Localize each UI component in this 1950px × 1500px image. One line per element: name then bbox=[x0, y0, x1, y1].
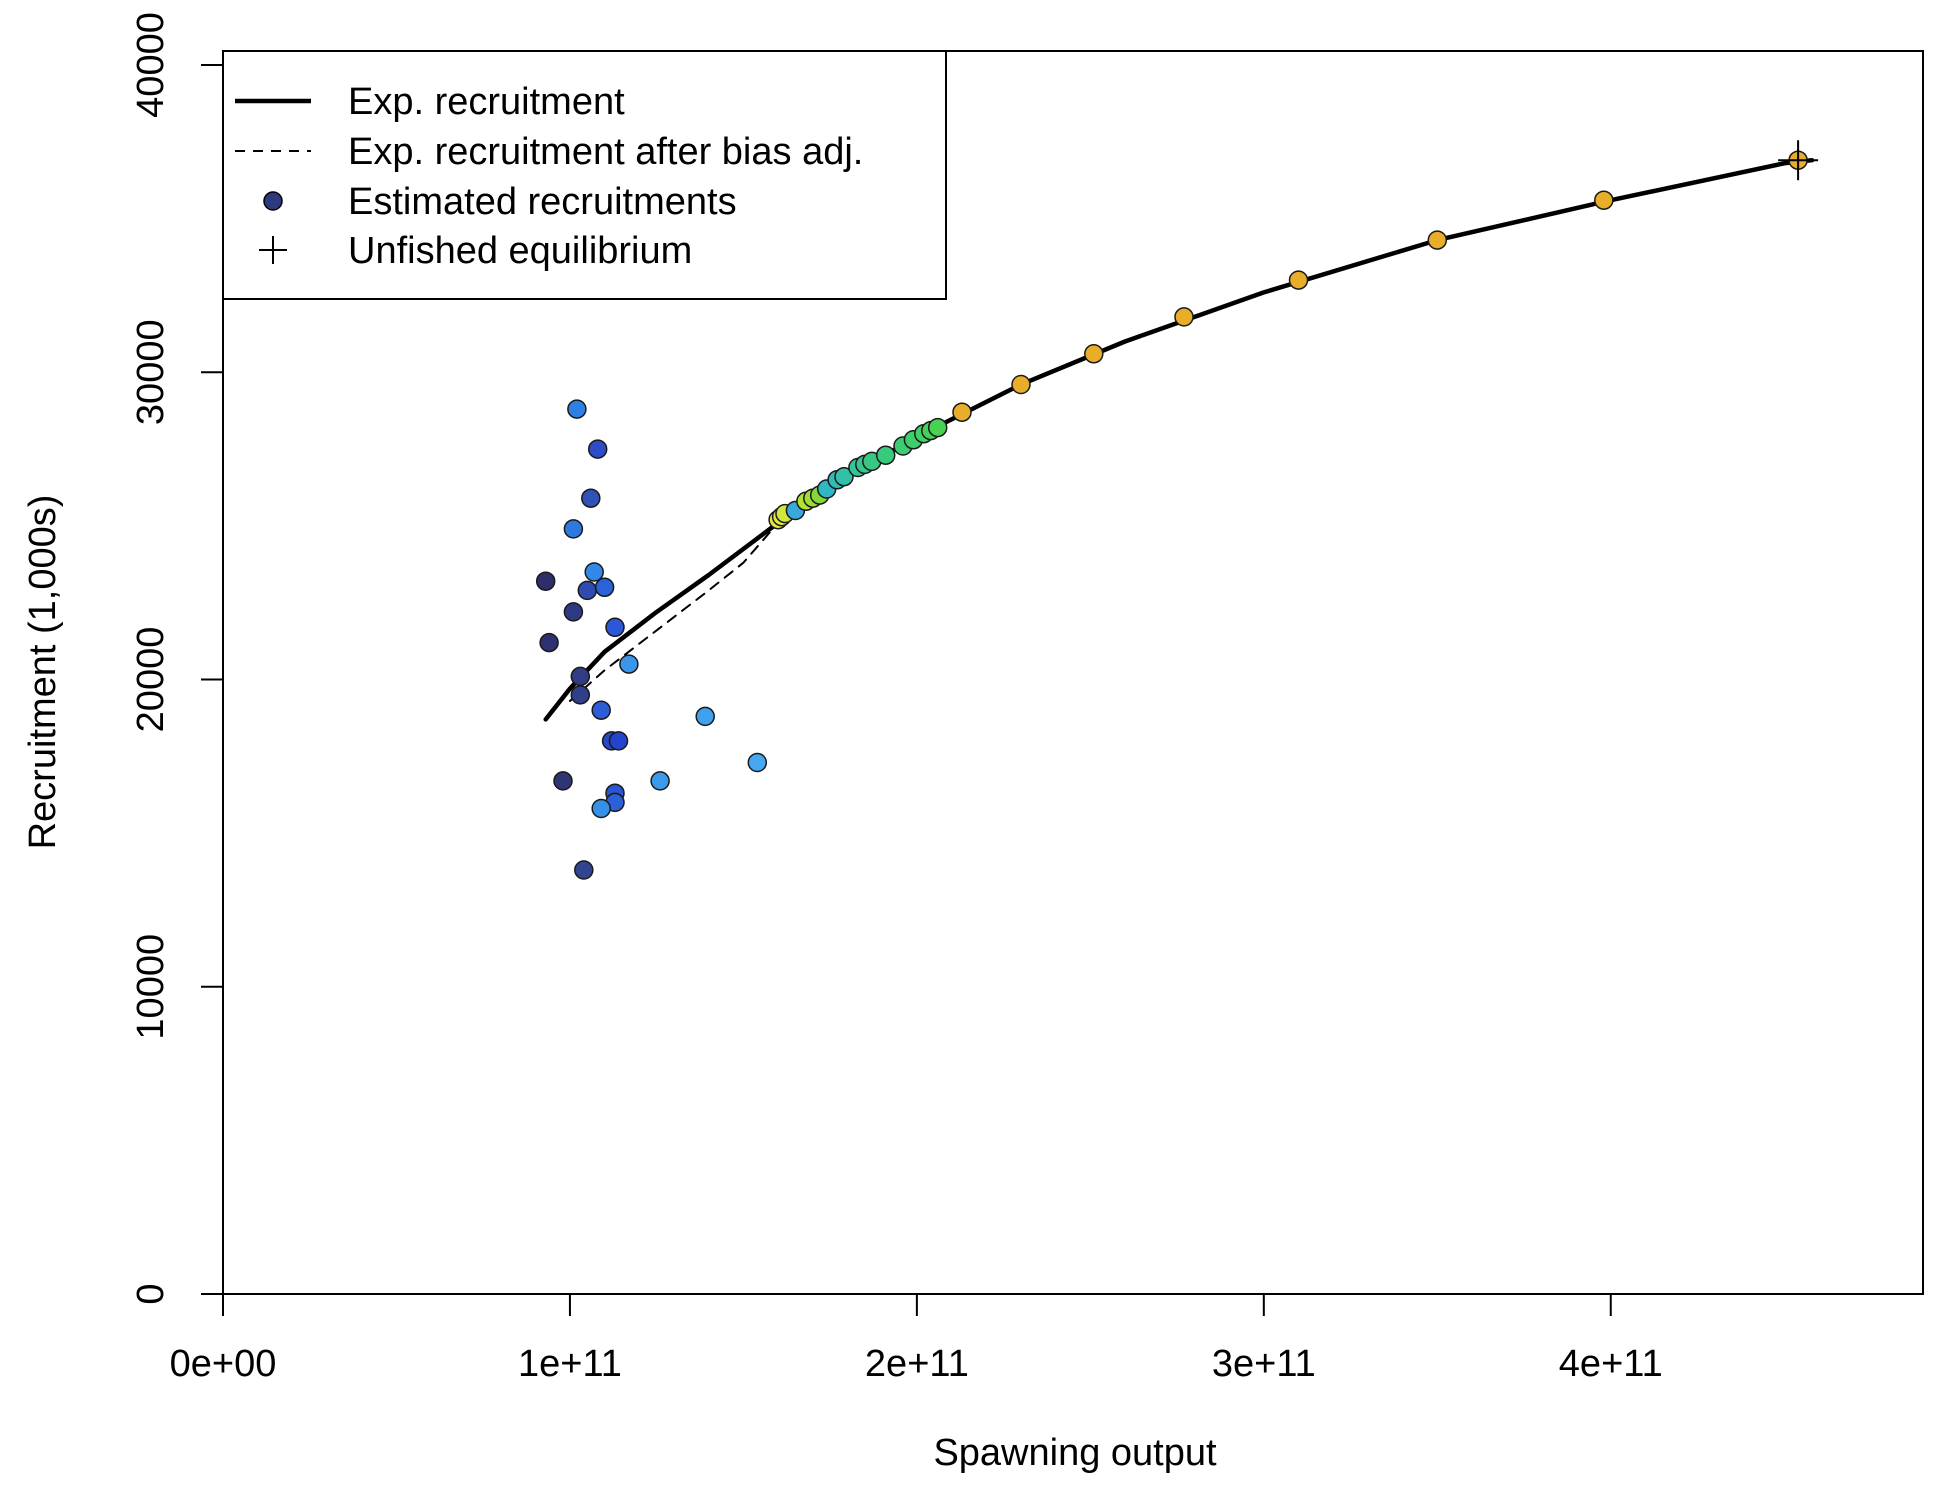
estimated-recruitment-point bbox=[1084, 344, 1104, 364]
legend-entry-label: Unfished equilibrium bbox=[348, 230, 692, 272]
estimated-recruitment-point bbox=[1288, 270, 1309, 290]
y-axis: 0 10000 20000 30000 40000 bbox=[130, 12, 224, 1305]
estimated-recruitment-point bbox=[577, 580, 598, 601]
estimated-recruitment-point bbox=[553, 771, 573, 791]
markers-layer bbox=[1778, 140, 1819, 181]
legend: Exp. recruitment Exp. recruitment after … bbox=[222, 50, 947, 300]
legend-box bbox=[222, 50, 947, 300]
x-tick-label: 3e+11 bbox=[1212, 1343, 1316, 1385]
points-layer bbox=[535, 150, 1808, 880]
estimated-recruitment-point bbox=[594, 577, 615, 598]
estimated-recruitment-point bbox=[570, 685, 591, 705]
x-tick-label: 2e+11 bbox=[865, 1343, 969, 1385]
estimated-recruitment-point bbox=[584, 562, 604, 582]
estimated-recruitment-point bbox=[605, 617, 625, 638]
estimated-recruitment-point bbox=[695, 706, 715, 727]
estimated-recruitment-point bbox=[875, 445, 896, 465]
estimated-recruitment-point bbox=[567, 399, 587, 419]
y-tick-label: 0 bbox=[130, 1283, 172, 1304]
unfished-equilibrium-marker bbox=[1778, 140, 1819, 181]
legend-circle-icon bbox=[263, 191, 283, 211]
legend-entry-label: Exp. recruitment after bias adj. bbox=[348, 131, 863, 173]
x-tick-label: 1e+11 bbox=[518, 1343, 622, 1385]
x-tick-label: 4e+11 bbox=[1559, 1343, 1663, 1385]
estimated-recruitment-point bbox=[608, 731, 629, 751]
estimated-recruitment-point bbox=[650, 771, 670, 791]
estimated-recruitment-point bbox=[927, 417, 948, 438]
estimated-recruitment-point bbox=[1174, 307, 1194, 327]
legend-entry-label: Estimated recruitments bbox=[348, 181, 737, 223]
estimated-recruitment-point bbox=[591, 700, 611, 720]
estimated-recruitment-point bbox=[574, 860, 594, 880]
estimated-recruitment-point bbox=[747, 752, 768, 773]
estimated-recruitment-point bbox=[563, 519, 584, 539]
legend-plus-icon bbox=[259, 236, 287, 264]
y-tick-label: 20000 bbox=[130, 627, 172, 733]
x-axis-label: Spawning output bbox=[933, 1432, 1217, 1474]
estimated-recruitment-point bbox=[1427, 230, 1448, 250]
estimated-recruitment-point bbox=[581, 488, 601, 508]
estimated-recruitment-point bbox=[587, 439, 608, 459]
estimated-recruitment-point bbox=[619, 654, 639, 674]
x-axis: 0e+00 1e+11 2e+11 3e+11 4e+11 bbox=[170, 1293, 1663, 1385]
y-tick-label: 40000 bbox=[130, 12, 172, 118]
y-tick-label: 30000 bbox=[130, 319, 172, 425]
estimated-recruitment-point bbox=[570, 666, 591, 687]
estimated-recruitment-point bbox=[591, 798, 611, 819]
y-axis-label: Recruitment (1,000s) bbox=[22, 495, 64, 850]
y-tick-label: 10000 bbox=[130, 934, 172, 1040]
estimated-recruitment-point bbox=[952, 402, 972, 422]
estimated-recruitment-point bbox=[535, 571, 556, 591]
estimated-recruitment-point bbox=[563, 602, 584, 622]
x-tick-label: 0e+00 bbox=[170, 1343, 277, 1385]
estimated-recruitment-point bbox=[834, 466, 854, 487]
legend-entry-label: Exp. recruitment bbox=[348, 81, 625, 123]
estimated-recruitment-point bbox=[1011, 374, 1031, 395]
estimated-recruitment-point bbox=[1594, 190, 1614, 210]
estimated-recruitment-point bbox=[539, 632, 559, 653]
